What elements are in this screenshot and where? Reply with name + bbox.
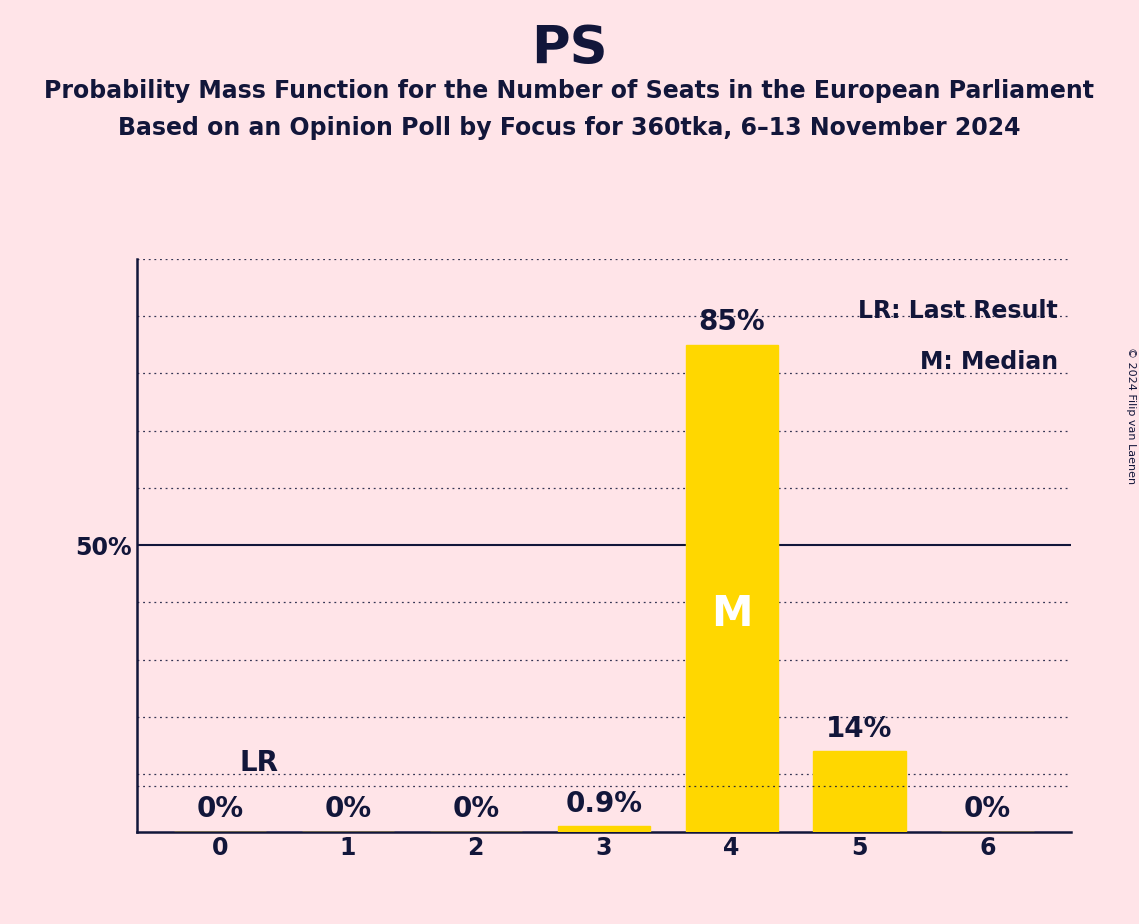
- Text: © 2024 Filip van Laenen: © 2024 Filip van Laenen: [1126, 347, 1136, 484]
- Text: PS: PS: [531, 23, 608, 75]
- Bar: [813, 751, 906, 832]
- Text: 14%: 14%: [827, 715, 893, 743]
- Text: M: M: [711, 593, 753, 635]
- Text: 85%: 85%: [698, 308, 765, 336]
- Text: 0%: 0%: [325, 795, 371, 823]
- Text: Based on an Opinion Poll by Focus for 360tka, 6–13 November 2024: Based on an Opinion Poll by Focus for 36…: [118, 116, 1021, 140]
- Text: LR: LR: [239, 749, 278, 777]
- Bar: [686, 345, 778, 832]
- Text: Probability Mass Function for the Number of Seats in the European Parliament: Probability Mass Function for the Number…: [44, 79, 1095, 103]
- Text: 0%: 0%: [964, 795, 1011, 823]
- Text: 0%: 0%: [196, 795, 244, 823]
- Text: 0.9%: 0.9%: [565, 790, 642, 818]
- Text: LR: Last Result: LR: Last Result: [858, 298, 1058, 322]
- Text: 0%: 0%: [452, 795, 499, 823]
- Text: M: Median: M: Median: [919, 350, 1058, 374]
- Bar: [558, 826, 649, 832]
